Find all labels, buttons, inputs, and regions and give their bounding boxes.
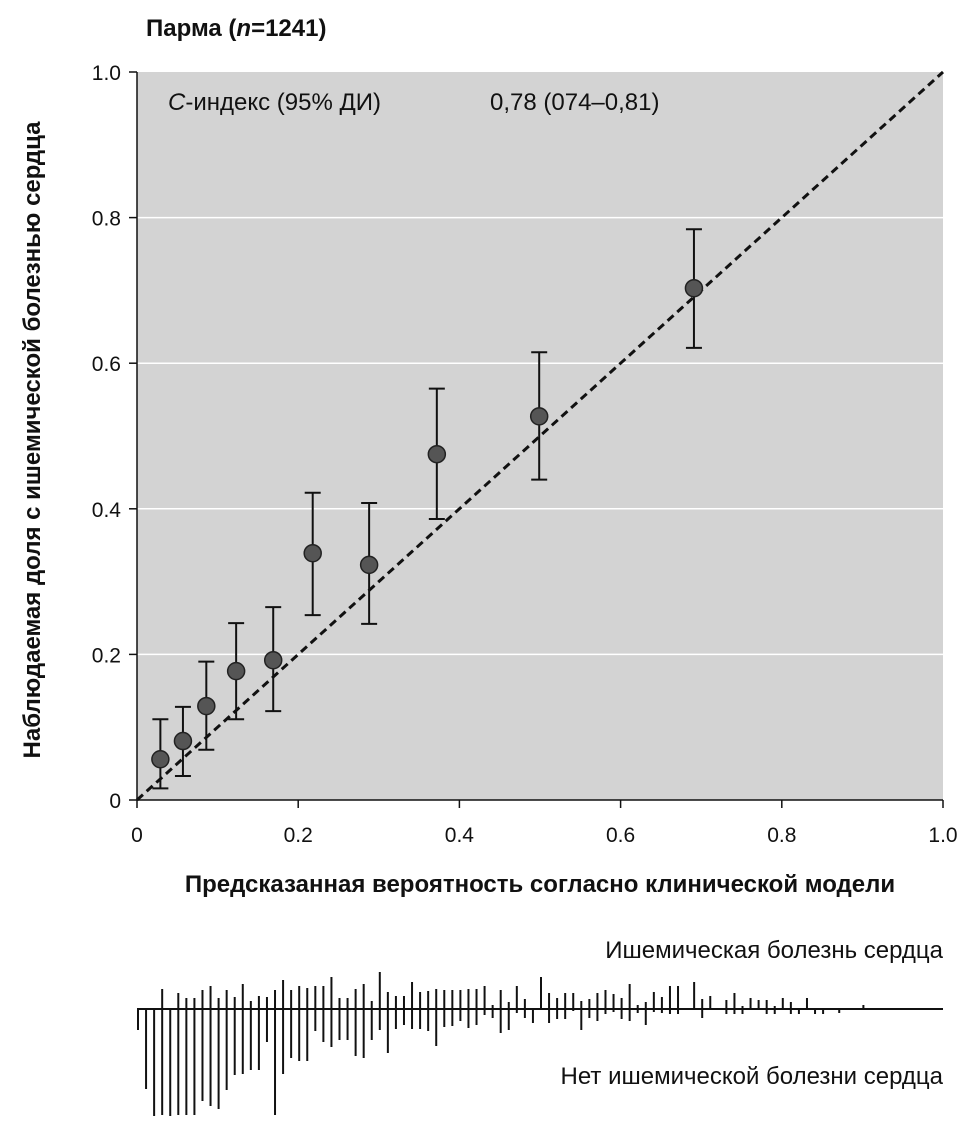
chart-title: Парма (n=1241) — [146, 15, 326, 42]
x-tick-label: 0 — [131, 824, 143, 847]
rug-plot — [137, 972, 943, 1116]
data-point — [427, 444, 447, 464]
x-tick-label: 0.8 — [767, 824, 796, 847]
y-tick-label: 0.4 — [92, 499, 122, 522]
data-point — [303, 543, 322, 563]
data-point — [151, 749, 170, 769]
y-tick-label: 0.2 — [92, 644, 121, 667]
c-index-label: C-индекс (95% ДИ) — [168, 89, 381, 116]
data-point — [529, 407, 549, 426]
x-tick-label: 0.4 — [445, 824, 475, 847]
x-tick-label: 1.0 — [928, 824, 957, 847]
rug-label-up: Ишемическая болезнь сердца — [605, 937, 943, 964]
data-point — [263, 650, 283, 670]
y-tick-label: 1.0 — [92, 62, 121, 85]
x-tick-label: 0.2 — [284, 824, 313, 847]
c-index-value: 0,78 (074–0,81) — [490, 89, 659, 116]
y-tick-label: 0.6 — [92, 353, 121, 376]
y-tick-label: 0 — [109, 790, 121, 813]
data-point — [173, 731, 193, 751]
plot-area: 0 0.2 0.4 0.6 0.8 1.0 0 0.2 0.4 0.6 0.8 1.0 — [92, 62, 958, 847]
data-point — [359, 555, 379, 575]
data-point — [197, 696, 216, 716]
rug-label-down: Нет ишемической болезни сердца — [561, 1063, 944, 1090]
data-point — [684, 278, 704, 298]
x-axis-label: Предсказанная вероятность согласно клини… — [185, 871, 895, 898]
x-tick-label: 0.6 — [606, 824, 635, 847]
y-tick-label: 0.8 — [92, 208, 121, 231]
data-point — [226, 661, 246, 681]
y-axis-label: Наблюдаемая доля с ишемической болезнью … — [19, 121, 46, 759]
